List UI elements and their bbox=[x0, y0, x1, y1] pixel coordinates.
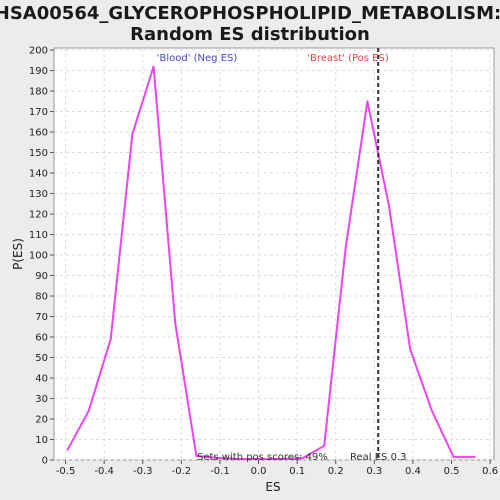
x-tick-label: 0.1 bbox=[289, 466, 305, 477]
x-tick-label: -0.2 bbox=[172, 466, 192, 477]
data-point bbox=[452, 455, 455, 458]
y-tick-label: 20 bbox=[35, 415, 48, 426]
y-tick-label: 160 bbox=[29, 128, 48, 139]
x-tick-label: 0.3 bbox=[366, 466, 382, 477]
neg-es-label: 'Blood' (Neg ES) bbox=[157, 53, 238, 64]
data-point bbox=[131, 133, 134, 136]
y-tick-label: 50 bbox=[35, 353, 48, 364]
x-tick-label: -0.3 bbox=[133, 466, 153, 477]
data-point bbox=[217, 456, 220, 459]
series-line bbox=[66, 66, 475, 460]
data-point bbox=[109, 338, 112, 341]
pos-scores-label: Sets with pos scores: 49% bbox=[197, 452, 328, 463]
y-tick-label: 190 bbox=[29, 66, 48, 77]
data-point bbox=[323, 444, 326, 447]
y-tick-label: 140 bbox=[29, 169, 48, 180]
data-point bbox=[87, 409, 90, 412]
data-point bbox=[152, 65, 155, 68]
data-point bbox=[66, 448, 69, 451]
x-tick-label: 0.2 bbox=[328, 466, 344, 477]
x-tick-label: 0.0 bbox=[251, 466, 267, 477]
x-tick-label: 0.5 bbox=[444, 466, 460, 477]
y-tick-label: 170 bbox=[29, 107, 48, 118]
x-axis-label: ES bbox=[265, 480, 280, 494]
data-point bbox=[344, 245, 347, 248]
chart-title: HSA00564_GLYCEROPHOSPHOLIPID_METABOLISM: bbox=[0, 3, 500, 24]
data-point bbox=[366, 100, 369, 103]
y-tick-label: 130 bbox=[29, 189, 48, 200]
x-tick-label: 0.4 bbox=[405, 466, 421, 477]
y-tick-label: 10 bbox=[35, 435, 48, 446]
data-point bbox=[238, 457, 241, 460]
y-tick-label: 0 bbox=[42, 456, 48, 467]
y-tick-label: 40 bbox=[35, 374, 48, 385]
plot-area bbox=[53, 47, 495, 461]
data-point bbox=[430, 409, 433, 412]
x-tick-label: -0.5 bbox=[56, 466, 76, 477]
data-point bbox=[280, 457, 283, 460]
x-axis-ticks: -0.5 -0.4 -0.3 -0.2 -0.1 0.0 0.1 0.2 0.3 0.4 0.5 0.… bbox=[56, 460, 498, 477]
y-axis-label: P(ES) bbox=[11, 238, 25, 270]
y-tick-label: 80 bbox=[35, 292, 48, 303]
y-tick-label: 150 bbox=[29, 148, 48, 159]
data-point bbox=[195, 454, 198, 457]
y-tick-label: 120 bbox=[29, 210, 48, 221]
y-tick-label: 200 bbox=[29, 46, 48, 57]
y-tick-label: 90 bbox=[35, 271, 48, 282]
data-point bbox=[174, 321, 177, 324]
y-axis-ticks: 0 10 20 30 40 50 60 70 80 90 100 110 120 130 140 150 160… bbox=[29, 46, 54, 467]
data-point bbox=[301, 456, 304, 459]
y-tick-label: 180 bbox=[29, 87, 48, 98]
pos-es-label: 'Breast' (Pos ES) bbox=[307, 53, 389, 64]
real-es-label: Real ES 0.3 bbox=[350, 452, 406, 463]
y-tick-label: 30 bbox=[35, 394, 48, 405]
data-point bbox=[473, 455, 476, 458]
distribution-series bbox=[66, 65, 476, 460]
y-tick-label: 70 bbox=[35, 312, 48, 323]
y-tick-label: 60 bbox=[35, 333, 48, 344]
chart-subtitle: Random ES distribution bbox=[130, 24, 370, 45]
y-tick-label: 110 bbox=[29, 230, 48, 241]
data-point bbox=[388, 204, 391, 207]
x-tick-label: 0.6 bbox=[482, 466, 498, 477]
data-point bbox=[257, 457, 260, 460]
x-tick-label: -0.1 bbox=[210, 466, 230, 477]
y-tick-label: 100 bbox=[29, 251, 48, 262]
x-tick-label: -0.4 bbox=[94, 466, 114, 477]
data-point bbox=[409, 348, 412, 351]
